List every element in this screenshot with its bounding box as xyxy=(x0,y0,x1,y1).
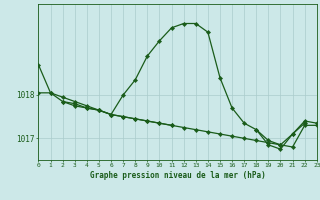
X-axis label: Graphe pression niveau de la mer (hPa): Graphe pression niveau de la mer (hPa) xyxy=(90,171,266,180)
